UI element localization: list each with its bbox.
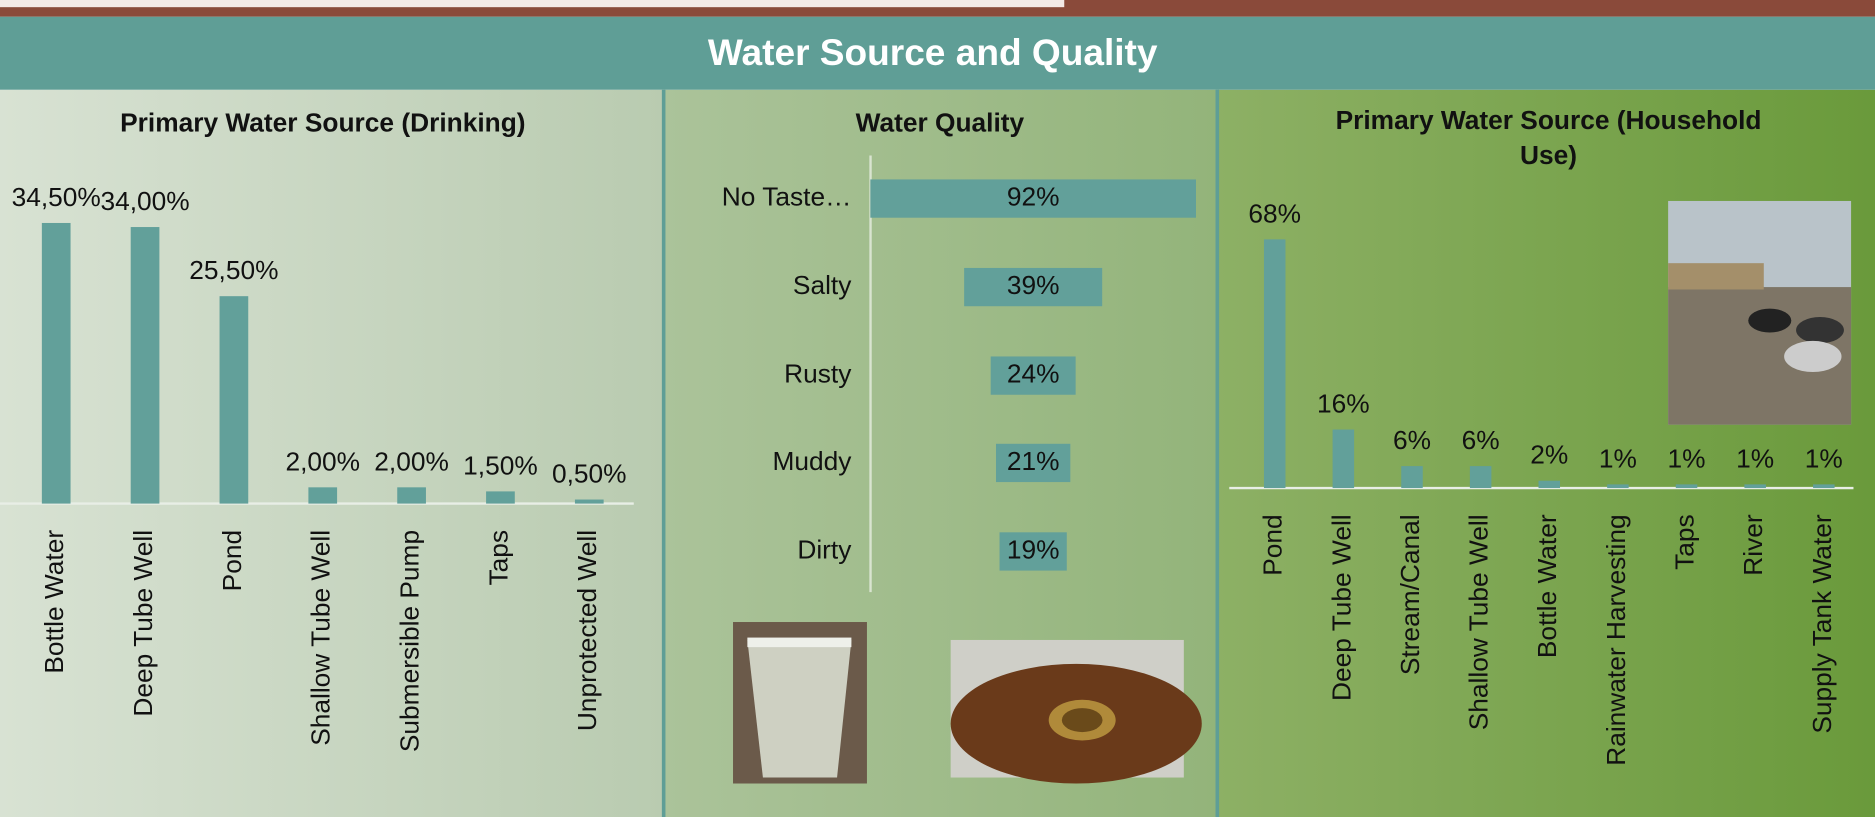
bar	[486, 491, 515, 504]
x-tick-label: Submersible Pump	[395, 530, 425, 752]
bar	[219, 296, 249, 504]
bar	[1744, 484, 1766, 489]
y-tick-label: Muddy	[772, 446, 852, 476]
data-label: 34,50%	[12, 182, 101, 212]
data-label: 92%	[1007, 182, 1060, 212]
photo-site	[1668, 200, 1852, 425]
data-label: 1%	[1805, 443, 1843, 473]
bar	[41, 222, 71, 504]
data-label: 1%	[1736, 443, 1774, 473]
chart-title: Water Quality	[855, 107, 1025, 138]
x-tick-label: Shallow Tube Well	[306, 530, 336, 746]
x-tick-label: Deep Tube Well	[1326, 514, 1356, 701]
photo-bowl	[950, 639, 1202, 784]
bar	[870, 179, 1196, 218]
bar	[574, 499, 604, 504]
data-label: 21%	[1007, 446, 1060, 476]
x-tick-label: River	[1738, 514, 1768, 576]
x-tick-label: Taps	[1669, 514, 1699, 570]
header-band	[0, 16, 1875, 90]
tab	[0, 0, 1065, 8]
x-tick-label: Shallow Tube Well	[1464, 514, 1494, 730]
x-tick-label: Pond	[1258, 514, 1288, 575]
bar	[130, 227, 160, 504]
bar	[1401, 466, 1423, 489]
bar	[1469, 466, 1492, 489]
y-tick-label: Rusty	[784, 359, 852, 389]
data-label: 6%	[1393, 425, 1431, 455]
data-label: 2,00%	[374, 446, 449, 476]
y-tick-label: Salty	[793, 270, 852, 300]
bar	[1607, 484, 1629, 489]
chart-title-box: Water Quality	[855, 107, 1025, 138]
x-tick-label: Deep Tube Well	[128, 530, 158, 717]
data-label: 1%	[1599, 443, 1637, 473]
bar	[995, 443, 1071, 483]
x-tick-label: Pond	[217, 530, 247, 591]
bar	[397, 487, 426, 504]
y-tick-label: Dirty	[797, 534, 852, 564]
data-label: 34,00%	[100, 186, 189, 216]
data-label: 2%	[1530, 440, 1568, 470]
data-label: 19%	[1007, 534, 1060, 564]
x-tick-label: Bottle Water	[39, 530, 69, 674]
bar	[964, 267, 1103, 307]
data-label: 6%	[1462, 425, 1500, 455]
panel	[0, 89, 664, 817]
bar	[1675, 484, 1698, 489]
bar	[999, 532, 1067, 571]
x-tick-label: Unprotected Well	[572, 530, 602, 731]
data-label: 1%	[1668, 443, 1706, 473]
bar	[1263, 239, 1286, 489]
data-label: 2,00%	[285, 446, 360, 476]
x-tick-label: Rainwater Harvesting	[1601, 514, 1631, 765]
x-tick-label: Bottle Water	[1532, 514, 1562, 658]
data-label: 1,50%	[463, 450, 538, 480]
bar	[990, 356, 1076, 395]
chart-title: Primary Water Source (Drinking)	[120, 107, 526, 138]
bar	[1332, 429, 1355, 489]
data-label: 0,50%	[552, 459, 627, 489]
data-label: 24%	[1007, 359, 1060, 389]
photo-glass	[733, 622, 867, 784]
y-tick-label: No Taste…	[722, 182, 852, 212]
bar	[1813, 484, 1835, 489]
bar	[1538, 480, 1561, 489]
chart-title-box: Primary Water Source (Drinking)	[120, 107, 526, 138]
chart-title: Primary Water Source (Household Use)	[1335, 105, 1762, 170]
x-tick-label: Taps	[483, 530, 513, 586]
x-tick-label: Stream/Canal	[1395, 514, 1425, 675]
data-label: 16%	[1317, 389, 1370, 419]
x-tick-label: Supply Tank Water	[1807, 514, 1837, 734]
bar	[308, 487, 338, 504]
data-label: 25,50%	[189, 255, 278, 285]
data-label: 68%	[1248, 198, 1301, 228]
data-label: 39%	[1007, 270, 1060, 300]
page-title: Water Source and Quality	[708, 31, 1158, 73]
chart-title-box: Primary Water Source (Household Use)	[1335, 105, 1762, 170]
